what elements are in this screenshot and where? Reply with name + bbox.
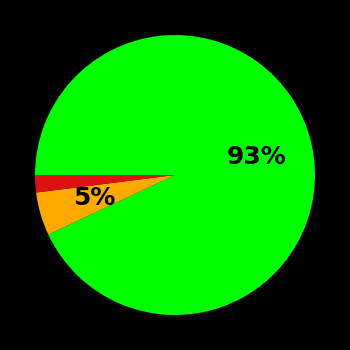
Wedge shape bbox=[35, 35, 315, 315]
Text: 5%: 5% bbox=[73, 187, 116, 210]
Text: 93%: 93% bbox=[227, 145, 287, 169]
Wedge shape bbox=[36, 175, 175, 234]
Wedge shape bbox=[35, 175, 175, 192]
